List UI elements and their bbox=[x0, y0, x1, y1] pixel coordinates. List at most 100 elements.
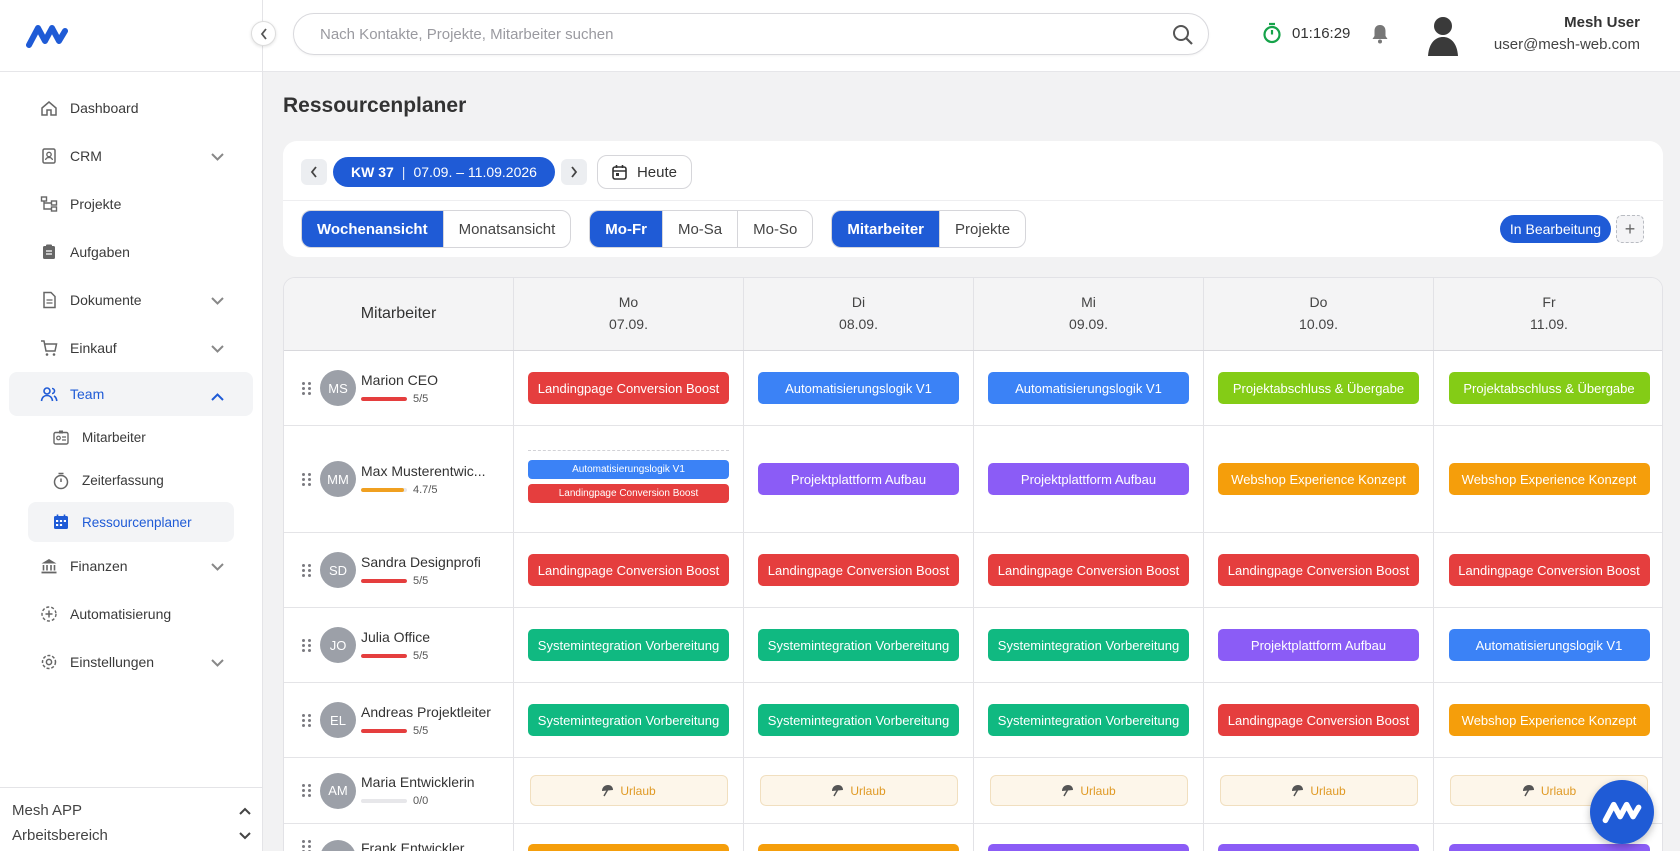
day-cell[interactable]: Urlaub bbox=[1204, 758, 1434, 823]
day-cell[interactable]: Urlaub bbox=[974, 758, 1204, 823]
drag-handle-icon[interactable] bbox=[302, 638, 312, 652]
drag-handle-icon[interactable] bbox=[302, 840, 312, 851]
search-input[interactable] bbox=[320, 25, 1160, 43]
day-cell[interactable]: Landingpage Conversion Boost bbox=[1204, 683, 1434, 757]
assignment-chip[interactable] bbox=[1218, 844, 1419, 851]
day-cell[interactable]: Urlaub bbox=[514, 758, 744, 823]
day-cell[interactable]: Webshop Experience Konzept bbox=[1434, 683, 1662, 757]
vacation-block[interactable]: Urlaub bbox=[759, 775, 958, 806]
days-option-mo-fr[interactable]: Mo-Fr bbox=[590, 211, 662, 247]
day-cell[interactable] bbox=[1204, 824, 1434, 851]
day-cell[interactable]: Webshop Experience Konzept bbox=[1434, 426, 1662, 532]
assignment-chip[interactable]: Webshop Experience Konzept bbox=[1218, 463, 1419, 495]
week-selector[interactable]: KW 37 | 07.09. – 11.09.2026 bbox=[333, 157, 555, 187]
employee-name[interactable]: Max Musterentwic... bbox=[361, 462, 486, 479]
days-option-mo-sa[interactable]: Mo-Sa bbox=[661, 211, 737, 247]
day-cell[interactable]: Landingpage Conversion Boost bbox=[514, 533, 744, 607]
search-icon[interactable] bbox=[1172, 24, 1194, 46]
day-cell[interactable]: Systemintegration Vorbereitung bbox=[744, 683, 974, 757]
assignment-chip[interactable]: Automatisierungslogik V1 bbox=[528, 460, 729, 479]
drag-handle-icon[interactable] bbox=[302, 784, 312, 797]
sidebar-item-projekte[interactable]: Projekte bbox=[0, 180, 262, 228]
sidebar-item-dokumente[interactable]: Dokumente bbox=[0, 276, 262, 324]
employee-name[interactable]: Andreas Projektleiter bbox=[361, 703, 491, 720]
add-filter-button[interactable]: + bbox=[1616, 215, 1644, 243]
drag-handle-icon[interactable] bbox=[302, 713, 312, 727]
sidebar-item-finanzen[interactable]: Finanzen bbox=[0, 542, 262, 590]
prev-week-button[interactable] bbox=[301, 159, 327, 185]
subnav-item-mitarbeiter[interactable]: Mitarbeiter bbox=[0, 416, 262, 459]
sidebar-item-einstellungen[interactable]: Einstellungen bbox=[0, 638, 262, 686]
assignment-chip[interactable]: Systemintegration Vorbereitung bbox=[988, 704, 1189, 736]
app-switcher[interactable]: Mesh APP bbox=[12, 798, 251, 823]
assignment-chip[interactable]: Projektplattform Aufbau bbox=[758, 463, 959, 495]
assignment-chip[interactable]: Webshop Experience Konzept bbox=[1448, 704, 1650, 736]
day-cell[interactable]: Projektplattform Aufbau bbox=[974, 426, 1204, 532]
view-option-wochenansicht[interactable]: Wochenansicht bbox=[302, 211, 443, 247]
user-info[interactable]: Mesh User user@mesh-web.com bbox=[1494, 14, 1640, 53]
day-cell[interactable]: Landingpage Conversion Boost bbox=[974, 533, 1204, 607]
assignment-chip[interactable] bbox=[1448, 844, 1650, 851]
sidebar-item-aufgaben[interactable]: Aufgaben bbox=[0, 228, 262, 276]
group-option-projekte[interactable]: Projekte bbox=[939, 211, 1025, 247]
status-filter-chip[interactable]: In Bearbeitung bbox=[1499, 215, 1611, 243]
day-cell[interactable]: Landingpage Conversion Boost bbox=[514, 351, 744, 425]
mesh-logo-icon[interactable] bbox=[26, 23, 68, 49]
employee-name[interactable]: Sandra Designprofi bbox=[361, 553, 481, 570]
assignment-chip[interactable]: Landingpage Conversion Boost bbox=[1218, 554, 1419, 586]
assignment-chip[interactable] bbox=[758, 844, 959, 851]
sidebar-item-dashboard[interactable]: Dashboard bbox=[0, 84, 262, 132]
assignment-chip[interactable]: Projektplattform Aufbau bbox=[988, 463, 1189, 495]
today-button[interactable]: Heute bbox=[596, 155, 692, 189]
assignment-chip[interactable] bbox=[988, 844, 1189, 851]
sidebar-item-einkauf[interactable]: Einkauf bbox=[0, 324, 262, 372]
assignment-chip[interactable]: Projektabschluss & Übergabe bbox=[1448, 372, 1650, 404]
day-cell[interactable] bbox=[1434, 824, 1662, 851]
day-cell[interactable]: Automatisierungslogik V1 Landingpage Conv… bbox=[514, 426, 744, 532]
day-cell[interactable]: Urlaub bbox=[744, 758, 974, 823]
vacation-block[interactable]: Urlaub bbox=[1219, 775, 1418, 806]
assignment-chip[interactable]: Landingpage Conversion Boost bbox=[1448, 554, 1650, 586]
day-cell[interactable] bbox=[744, 824, 974, 851]
assignment-chip[interactable]: Landingpage Conversion Boost bbox=[528, 372, 729, 404]
time-tracker[interactable]: 01:16:29 bbox=[1262, 22, 1350, 44]
days-option-mo-so[interactable]: Mo-So bbox=[737, 211, 812, 247]
assignment-chip[interactable]: Projektabschluss & Übergabe bbox=[1218, 372, 1419, 404]
sidebar-collapse-button[interactable] bbox=[251, 21, 276, 46]
employee-name[interactable]: Maria Entwicklerin bbox=[361, 774, 475, 790]
vacation-block[interactable]: Urlaub bbox=[989, 775, 1188, 806]
vacation-block[interactable]: Urlaub bbox=[529, 775, 728, 806]
day-cell[interactable]: Systemintegration Vorbereitung bbox=[974, 683, 1204, 757]
assignment-chip[interactable]: Systemintegration Vorbereitung bbox=[528, 629, 729, 661]
day-cell[interactable]: Automatisierungslogik V1 bbox=[974, 351, 1204, 425]
assignment-chip[interactable]: Projektplattform Aufbau bbox=[1218, 629, 1419, 661]
day-cell[interactable]: Landingpage Conversion Boost bbox=[1434, 533, 1662, 607]
drag-handle-icon[interactable] bbox=[302, 472, 312, 486]
assignment-chip[interactable]: Landingpage Conversion Boost bbox=[758, 554, 959, 586]
day-cell[interactable]: Automatisierungslogik V1 bbox=[744, 351, 974, 425]
day-cell[interactable]: Projektabschluss & Übergabe bbox=[1434, 351, 1662, 425]
drag-handle-icon[interactable] bbox=[302, 563, 312, 577]
day-cell[interactable]: Webshop Experience Konzept bbox=[1204, 426, 1434, 532]
assignment-chip[interactable]: Automatisierungslogik V1 bbox=[758, 372, 959, 404]
assignment-chip[interactable]: Landingpage Conversion Boost bbox=[988, 554, 1189, 586]
day-cell[interactable]: Projektabschluss & Übergabe bbox=[1204, 351, 1434, 425]
sidebar-item-team[interactable]: Team bbox=[9, 372, 253, 416]
user-avatar-icon[interactable] bbox=[1426, 14, 1460, 56]
employee-name[interactable]: Julia Office bbox=[361, 628, 430, 645]
sidebar-item-crm[interactable]: CRM bbox=[0, 132, 262, 180]
day-cell[interactable]: Landingpage Conversion Boost bbox=[744, 533, 974, 607]
subnav-item-ressourcenplaner[interactable]: Ressourcenplaner bbox=[28, 502, 234, 542]
assignment-chip[interactable]: Systemintegration Vorbereitung bbox=[988, 629, 1189, 661]
subnav-item-zeiterfassung[interactable]: Zeiterfassung bbox=[0, 459, 262, 502]
day-cell[interactable]: Systemintegration Vorbereitung bbox=[744, 608, 974, 682]
day-cell[interactable]: Systemintegration Vorbereitung bbox=[514, 608, 744, 682]
next-week-button[interactable] bbox=[560, 159, 587, 185]
day-cell[interactable]: Projektplattform Aufbau bbox=[1204, 608, 1434, 682]
assignment-chip[interactable]: Systemintegration Vorbereitung bbox=[758, 629, 959, 661]
day-cell[interactable]: Landingpage Conversion Boost bbox=[1204, 533, 1434, 607]
group-option-mitarbeiter[interactable]: Mitarbeiter bbox=[832, 211, 940, 247]
drag-handle-icon[interactable] bbox=[302, 381, 312, 395]
day-cell[interactable]: Automatisierungslogik V1 bbox=[1434, 608, 1662, 682]
day-cell[interactable] bbox=[514, 824, 744, 851]
